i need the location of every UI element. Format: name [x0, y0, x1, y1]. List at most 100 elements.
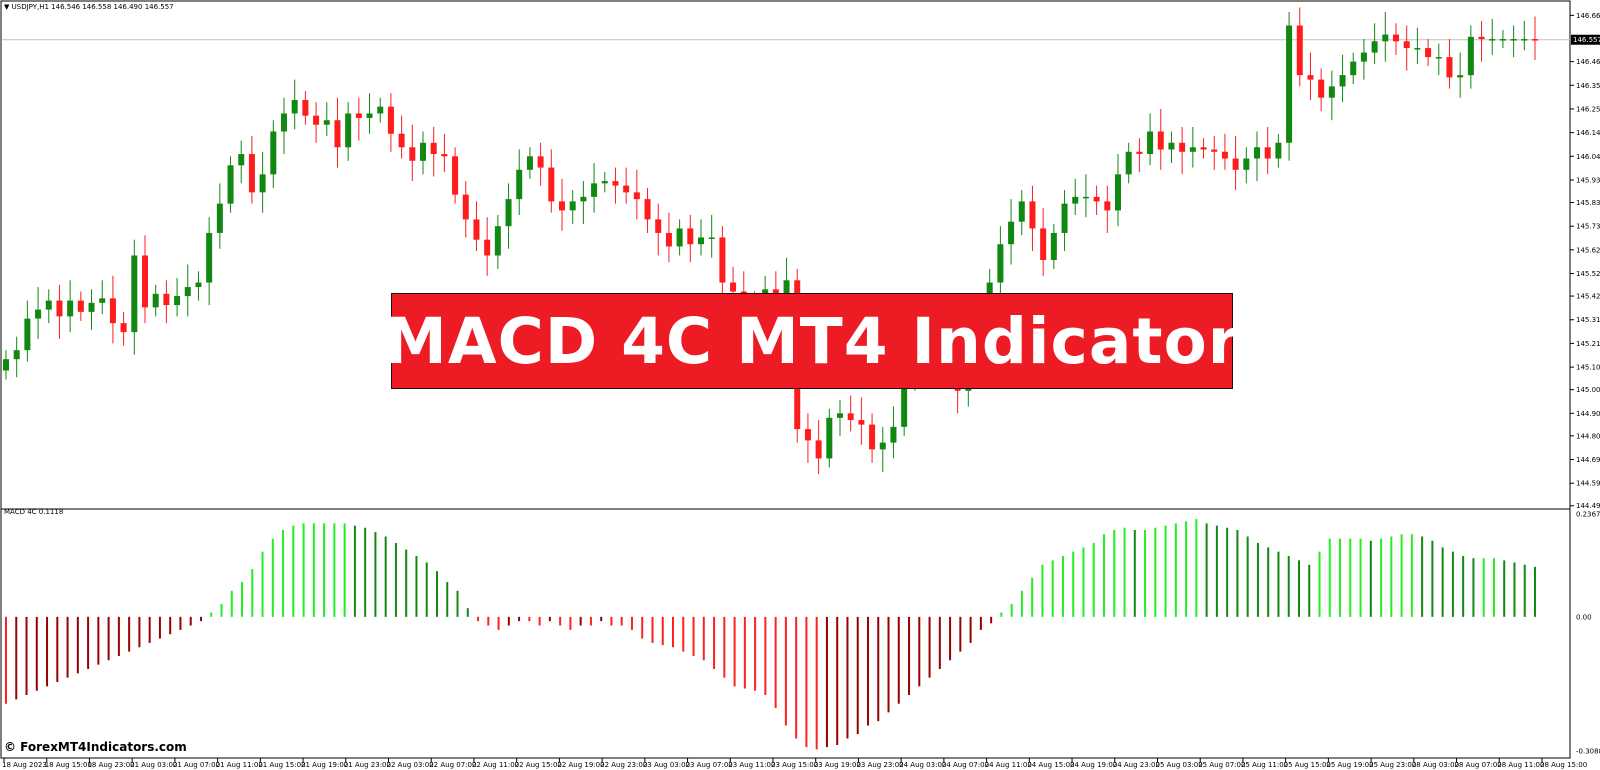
candle-body	[1350, 61, 1357, 76]
candle-body	[559, 201, 565, 211]
price-tick-label: 145.420	[1576, 293, 1600, 301]
current-price-label: 146.557	[1573, 36, 1600, 44]
candle-body	[1360, 52, 1367, 62]
time-tick-label: 25 Aug 03:00	[1156, 761, 1203, 769]
candle-body	[1082, 196, 1089, 199]
symbol-label: USDJPY,H1	[11, 3, 49, 11]
candle-body	[77, 300, 84, 312]
time-tick-label: 24 Aug 03:00	[899, 761, 946, 769]
time-tick-label: 21 Aug 11:00	[216, 761, 263, 769]
candle-body	[441, 154, 448, 157]
candle-body	[644, 199, 651, 220]
time-tick-label: 23 Aug 19:00	[814, 761, 861, 769]
candle-body	[837, 413, 843, 418]
time-tick-label: 25 Aug 19:00	[1326, 761, 1373, 769]
candle-body	[398, 133, 405, 148]
time-tick-label: 28 Aug 15:00	[1540, 761, 1587, 769]
candle-body	[1457, 75, 1464, 78]
candle-body	[195, 282, 202, 288]
price-tick-label: 145.005	[1576, 386, 1600, 394]
candle-body	[142, 255, 148, 308]
candle-body	[1425, 48, 1432, 58]
candle-body	[206, 232, 213, 283]
candle-body	[1371, 41, 1378, 53]
price-tick-label: 145.315	[1576, 316, 1600, 324]
candle-body	[387, 106, 394, 134]
price-tick-label: 145.835	[1576, 199, 1600, 207]
candle-body	[869, 424, 876, 450]
time-tick-label: 22 Aug 15:00	[515, 761, 562, 769]
candle-body	[45, 300, 52, 310]
candle-body	[1499, 39, 1506, 41]
time-tick-label: 21 Aug 19:00	[301, 761, 348, 769]
time-tick-label: 24 Aug 23:00	[1113, 761, 1160, 769]
candle-body	[1275, 142, 1282, 159]
macd-tick-label: -0.3088	[1576, 748, 1600, 756]
candle-body	[355, 113, 362, 118]
price-tick-label: 146.040	[1576, 153, 1600, 161]
indicator-label: MACD 4C 0.1118	[4, 508, 64, 516]
candle-body	[687, 228, 694, 245]
candle-body	[655, 219, 662, 233]
candle-body	[366, 113, 373, 118]
price-tick-label: 145.520	[1576, 270, 1600, 278]
time-tick-label: 24 Aug 11:00	[985, 761, 1032, 769]
candle-body	[323, 120, 330, 125]
watermark: © ForexMT4Indicators.com	[4, 740, 187, 754]
price-tick-label: 146.355	[1576, 82, 1600, 90]
candle-body	[526, 156, 533, 170]
candle-body	[35, 309, 42, 319]
candle-body	[494, 226, 501, 256]
dropdown-triangle-icon[interactable]: ▼	[4, 3, 10, 11]
macd-axis: 0.2367 0.00 -0.3088	[1576, 511, 1600, 756]
price-tick-label: 146.460	[1576, 58, 1600, 66]
time-tick-label: 21 Aug 03:00	[130, 761, 177, 769]
price-tick-label: 145.935	[1576, 176, 1600, 184]
time-tick-label: 18 Aug 15:00	[45, 761, 92, 769]
time-tick-label: 22 Aug 11:00	[472, 761, 519, 769]
candle-body	[24, 318, 31, 351]
candle-body	[1040, 228, 1047, 260]
time-tick-label: 18 Aug 23:00	[87, 761, 134, 769]
candlestick-series	[3, 7, 1538, 475]
candle-body	[1147, 131, 1154, 155]
time-tick-label: 22 Aug 07:00	[429, 761, 476, 769]
candle-body	[1168, 142, 1175, 150]
candle-body	[537, 156, 544, 168]
candle-body	[227, 165, 234, 204]
candle-body	[3, 359, 9, 371]
ohlc-values: 146.546 146.558 146.490 146.557	[51, 3, 174, 11]
candle-body	[1478, 36, 1485, 40]
candle-body	[901, 372, 908, 427]
time-tick-label: 23 Aug 15:00	[771, 761, 818, 769]
candle-body	[484, 239, 491, 256]
time-tick-label: 28 Aug 03:00	[1412, 761, 1459, 769]
candle-body	[633, 192, 640, 200]
candle-body	[698, 237, 704, 245]
candle-body	[676, 228, 683, 247]
price-tick-label: 146.665	[1576, 12, 1600, 20]
time-tick-label: 23 Aug 23:00	[856, 761, 903, 769]
time-tick-label: 21 Aug 15:00	[258, 761, 305, 769]
candle-body	[1029, 201, 1036, 229]
candle-body	[1339, 75, 1346, 87]
price-tick-label: 145.730	[1576, 223, 1600, 231]
macd-histogram	[5, 519, 1536, 750]
candle-body	[1414, 48, 1421, 50]
candle-body	[238, 154, 245, 166]
candle-body	[1510, 39, 1517, 41]
candle-body	[1328, 86, 1335, 98]
outer-border	[0, 0, 1571, 759]
price-tick-label: 145.105	[1576, 364, 1600, 372]
candle-body	[730, 282, 737, 292]
candle-body	[302, 99, 309, 116]
candle-body	[804, 429, 811, 441]
candle-body	[56, 300, 63, 317]
candle-body	[1382, 34, 1389, 42]
time-tick-label: 22 Aug 19:00	[557, 761, 604, 769]
candle-body	[152, 293, 159, 308]
candle-body	[216, 203, 223, 233]
candle-body	[591, 183, 598, 197]
candle-body	[131, 255, 138, 333]
